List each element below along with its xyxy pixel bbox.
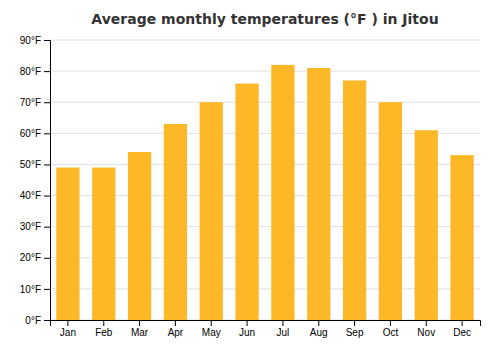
y-tick-mark xyxy=(44,320,50,321)
x-tick: Jun xyxy=(239,320,255,338)
x-tick: Dec xyxy=(453,320,471,338)
y-tick-label: 10°F xyxy=(20,284,41,295)
x-tick-label: Jul xyxy=(277,327,290,338)
x-tick-label: Aug xyxy=(310,327,328,338)
x-tick-mark xyxy=(139,320,140,326)
bar xyxy=(56,168,79,320)
bar xyxy=(343,80,366,320)
y-tick-label: 0°F xyxy=(25,315,41,326)
x-tick-mark xyxy=(282,320,283,326)
x-tick: Apr xyxy=(168,320,184,338)
x-tick: Nov xyxy=(417,320,435,338)
y-tick-mark xyxy=(44,133,50,134)
y-tick-mark xyxy=(44,40,50,41)
grid-line xyxy=(50,102,480,103)
y-tick-mark xyxy=(44,227,50,228)
y-tick: 70°F xyxy=(20,97,50,108)
bar xyxy=(235,84,258,320)
x-tick-label: Oct xyxy=(383,327,399,338)
y-tick: 10°F xyxy=(20,284,50,295)
x-tick-label: Feb xyxy=(95,327,113,338)
x-tick: May xyxy=(202,320,221,338)
y-tick-mark xyxy=(44,258,50,259)
y-tick: 80°F xyxy=(20,66,50,77)
bar xyxy=(128,152,151,320)
x-tick-label: Mar xyxy=(131,327,149,338)
chart-container: 0°F 10°F 20°F 30°F 40°F 50°F 60°F 70°F 80°F 90°F J… xyxy=(0,0,500,350)
y-axis: 0°F 10°F 20°F 30°F 40°F 50°F 60°F 70°F 80°F 90°F xyxy=(20,35,51,326)
x-tick-label: Sep xyxy=(346,327,364,338)
x-tick-mark xyxy=(211,320,212,326)
y-tick: 40°F xyxy=(20,190,50,201)
grid xyxy=(50,40,480,320)
y-axis-line xyxy=(44,41,51,321)
bar xyxy=(200,102,223,320)
x-tick-mark xyxy=(103,320,104,326)
y-tick-label: 60°F xyxy=(20,128,41,139)
bar xyxy=(307,68,330,320)
x-tick-mark xyxy=(426,320,427,326)
x-tick-label: May xyxy=(202,327,221,338)
y-tick-mark xyxy=(44,102,50,103)
y-tick-mark xyxy=(44,289,50,290)
bars xyxy=(56,65,473,320)
y-tick: 90°F xyxy=(20,35,50,46)
bar xyxy=(450,155,473,320)
y-tick: 30°F xyxy=(20,221,50,232)
y-tick: 60°F xyxy=(20,128,50,139)
x-tick-label: Nov xyxy=(417,327,435,338)
y-tick-mark xyxy=(44,71,50,72)
y-tick-mark xyxy=(44,196,50,197)
bar xyxy=(92,168,115,320)
grid-line xyxy=(50,71,480,72)
y-tick: 20°F xyxy=(20,252,50,263)
bar xyxy=(415,130,438,320)
bar xyxy=(379,102,402,320)
x-tick: Jul xyxy=(277,320,290,338)
y-tick: 50°F xyxy=(20,159,50,170)
x-tick: Oct xyxy=(383,320,399,338)
title: Average monthly temperatures (°F ) in Ji… xyxy=(91,11,438,27)
y-tick-label: 90°F xyxy=(20,35,41,46)
x-tick-mark xyxy=(247,320,248,326)
x-axis: Jan Feb Mar Apr May Jun Jul Aug Sep Oct Nov Dec xyxy=(51,320,481,338)
x-tick-mark xyxy=(354,320,355,326)
bar xyxy=(271,65,294,320)
x-tick: Sep xyxy=(346,320,364,338)
x-tick-label: Jan xyxy=(60,327,76,338)
x-tick-mark xyxy=(462,320,463,326)
x-tick: Feb xyxy=(95,320,113,338)
x-tick-mark xyxy=(67,320,68,326)
x-tick: Jan xyxy=(60,320,76,338)
x-tick: Mar xyxy=(131,320,149,338)
x-tick-mark xyxy=(175,320,176,326)
plot-area: 0°F 10°F 20°F 30°F 40°F 50°F 60°F 70°F 80°F 90°F J… xyxy=(20,35,481,338)
y-tick-mark xyxy=(44,164,50,165)
x-tick-label: Apr xyxy=(168,327,184,338)
bar xyxy=(164,124,187,320)
chart-svg: 0°F 10°F 20°F 30°F 40°F 50°F 60°F 70°F 80°F 90°F J… xyxy=(0,0,500,350)
y-tick-label: 50°F xyxy=(20,159,41,170)
y-tick-label: 80°F xyxy=(20,66,41,77)
x-tick-label: Jun xyxy=(239,327,255,338)
y-tick-label: 40°F xyxy=(20,190,41,201)
y-tick: 0°F xyxy=(25,315,50,326)
grid-line xyxy=(50,40,480,41)
x-axis-line xyxy=(51,321,481,327)
x-tick-mark xyxy=(318,320,319,326)
y-tick-label: 30°F xyxy=(20,221,41,232)
x-tick: Aug xyxy=(310,320,328,338)
y-tick-label: 70°F xyxy=(20,97,41,108)
y-tick-label: 20°F xyxy=(20,252,41,263)
x-tick-label: Dec xyxy=(453,327,471,338)
x-tick-mark xyxy=(390,320,391,326)
